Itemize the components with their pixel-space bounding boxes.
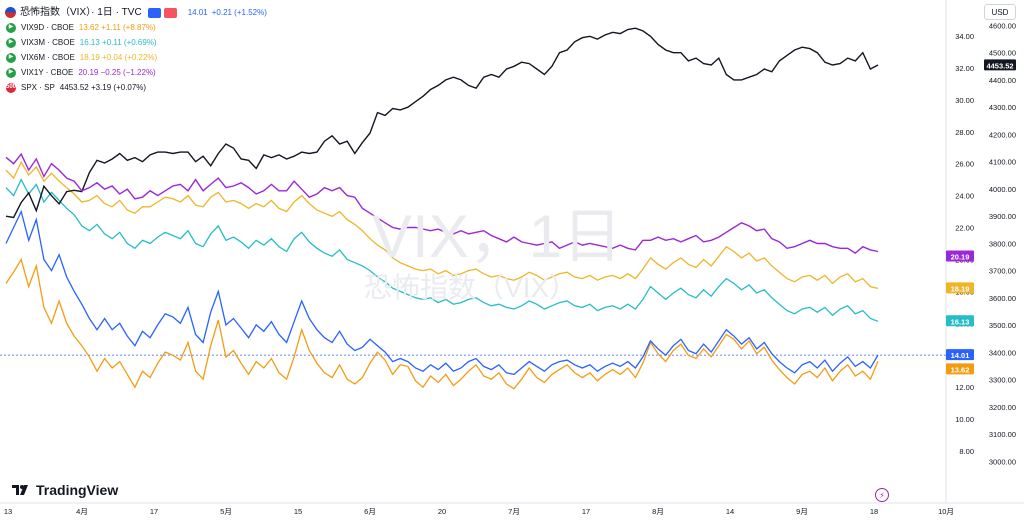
legend-row[interactable]: 500 SPX · SP 4453.52 +3.19 (+0.07%) (6, 80, 267, 95)
left-axis-tick-label: 26.00 (955, 160, 974, 169)
right-axis-tick-label: 3200.00 (989, 403, 1016, 412)
x-axis-tick-label: 20 (438, 507, 446, 516)
last-value-tag-label: 18.19 (951, 284, 970, 293)
last-value-tag (946, 315, 974, 327)
right-axis-tick-label: 4300.00 (989, 103, 1016, 112)
legend-row[interactable]: ▶ VIX3M · CBOE 16.13 +0.11 (+0.69%) (6, 35, 267, 50)
last-value-tag (946, 282, 974, 294)
legend-series-value: 20.19 −0.25 (−1.22%) (78, 68, 156, 77)
right-axis-tick-label: 4200.00 (989, 130, 1016, 139)
x-axis-tick-label: 17 (582, 507, 590, 516)
lightning-icon[interactable]: ⚡ (875, 488, 889, 502)
right-axis-tick-label: 3100.00 (989, 430, 1016, 439)
cboe-icon: ▶ (6, 67, 16, 78)
tradingview-logo-icon (12, 485, 28, 495)
right-axis-tick-label: 3700.00 (989, 267, 1016, 276)
right-axis-tick-label: 4400.00 (989, 76, 1016, 85)
x-axis-tick-label: 7月 (508, 507, 520, 516)
bar-style-icon[interactable] (147, 7, 161, 18)
last-value-tag (946, 349, 974, 361)
last-value-tag-label: 4453.52 (986, 61, 1013, 70)
x-axis-tick-label: 17 (150, 507, 158, 516)
x-axis-tick-label: 9月 (796, 507, 808, 516)
x-axis-tick-label: 4月 (76, 507, 88, 516)
legend-row[interactable]: ▶ VIX9D · CBOE 13.62 +1.11 (+8.87%) (6, 20, 267, 35)
right-axis-tick-label: 3300.00 (989, 376, 1016, 385)
right-axis-tick-label: 3000.00 (989, 457, 1016, 466)
legend-series-name: SPX · SP (21, 83, 55, 92)
legend-row[interactable]: ▶ VIX6M · CBOE 18.19 +0.04 (+0.22%) (6, 50, 267, 65)
main-symbol-title: 恐怖指数（VIX）· 1日 · TVC (20, 7, 142, 18)
series-line-vix1y (5, 152, 879, 254)
tradingview-logo: TradingView (12, 482, 118, 498)
x-axis-tick-label: 10月 (938, 507, 954, 516)
vix6m-line (5, 160, 879, 290)
legend-series-value: 13.62 +1.11 (+8.87%) (78, 23, 156, 32)
last-value-tag-label: 13.62 (951, 365, 970, 374)
last-value-tag (984, 59, 1016, 71)
right-axis-tick-label: 4500.00 (989, 49, 1016, 58)
left-axis-tick-label: 22.00 (955, 224, 974, 233)
cboe-icon: ▶ (6, 52, 16, 63)
left-axis-tick-label: 32.00 (955, 64, 974, 73)
legend-series-list: ▶ VIX9D · CBOE 13.62 +1.11 (+8.87%) ▶ VIX3M … (6, 20, 267, 95)
main-last-value: 14.01 (187, 8, 208, 17)
last-value-tag (946, 250, 974, 262)
right-axis-tick-label: 4100.00 (989, 158, 1016, 167)
tradingview-logo-text: TradingView (36, 482, 119, 498)
legend-main-row[interactable]: 恐怖指数（VIX）· 1日 · TVC 14.01 +0.21 (+1.52%) (5, 5, 267, 20)
right-axis-tick-label: 3400.00 (989, 348, 1016, 357)
last-value-tag (946, 363, 974, 375)
legend-series-name: VIX1Y · CBOE (21, 68, 74, 77)
left-axis-tick-label: 34.00 (955, 32, 974, 41)
right-axis-tick-label: 3900.00 (989, 212, 1016, 221)
right-axis-tick-label: 3800.00 (989, 239, 1016, 248)
left-axis-tick-label: 8.00 (959, 447, 974, 456)
currency-button[interactable]: USD (984, 4, 1016, 20)
legend-series-name: VIX9D · CBOE (21, 23, 74, 32)
last-value-tag-label: 14.01 (951, 351, 970, 360)
last-value-tag-label: 16.13 (951, 317, 970, 326)
vix9d-line (5, 257, 879, 390)
right-axis-tick-label: 4600.00 (989, 21, 1016, 30)
left-axis-tick-label: 24.00 (955, 192, 974, 201)
legend-series-name: VIX3M · CBOE (21, 38, 75, 47)
right-axis-tick-label: 4000.00 (989, 185, 1016, 194)
x-axis-tick-label: 8月 (652, 507, 664, 516)
right-axis-tick-label: 3600.00 (989, 294, 1016, 303)
x-axis-tick-label: 14 (726, 507, 734, 516)
legend-series-value: 18.19 +0.04 (+0.22%) (79, 53, 158, 62)
main-change: +0.21 (+1.52%) (211, 8, 267, 17)
cboe-icon: ▶ (6, 22, 16, 33)
legend-row[interactable]: ▶ VIX1Y · CBOE 20.19 −0.25 (−1.22%) (6, 65, 267, 80)
left-axis-tick-label: 10.00 (955, 415, 974, 424)
right-axis-tick-label: 3500.00 (989, 321, 1016, 330)
x-axis-tick-label: 18 (870, 507, 878, 516)
chart-legend: 恐怖指数（VIX）· 1日 · TVC 14.01 +0.21 (+1.52%)… (5, 5, 267, 95)
left-axis-tick-label: 30.00 (955, 96, 974, 105)
cboe-icon: ▶ (6, 37, 16, 48)
sp500-icon: 500 (6, 82, 16, 93)
legend-series-value: 16.13 +0.11 (+0.69%) (79, 38, 157, 47)
compare-icon[interactable] (163, 7, 177, 18)
vix3m-line (5, 178, 879, 322)
series-line-spx (5, 27, 879, 219)
legend-series-value: 4453.52 +3.19 (+0.07%) (59, 83, 147, 92)
us-flag-icon (5, 7, 16, 18)
legend-series-name: VIX6M · CBOE (21, 53, 75, 62)
x-axis-tick-label: 13 (4, 507, 12, 516)
left-axis-tick-label: 12.00 (955, 383, 974, 392)
x-axis-tick-label: 5月 (220, 507, 232, 516)
vix-line (5, 209, 879, 376)
x-axis-tick-label: 15 (294, 507, 302, 516)
x-axis-tick-label: 6月 (364, 507, 376, 516)
left-axis-tick-label: 28.00 (955, 128, 974, 137)
last-value-tag-label: 20.19 (951, 252, 970, 261)
